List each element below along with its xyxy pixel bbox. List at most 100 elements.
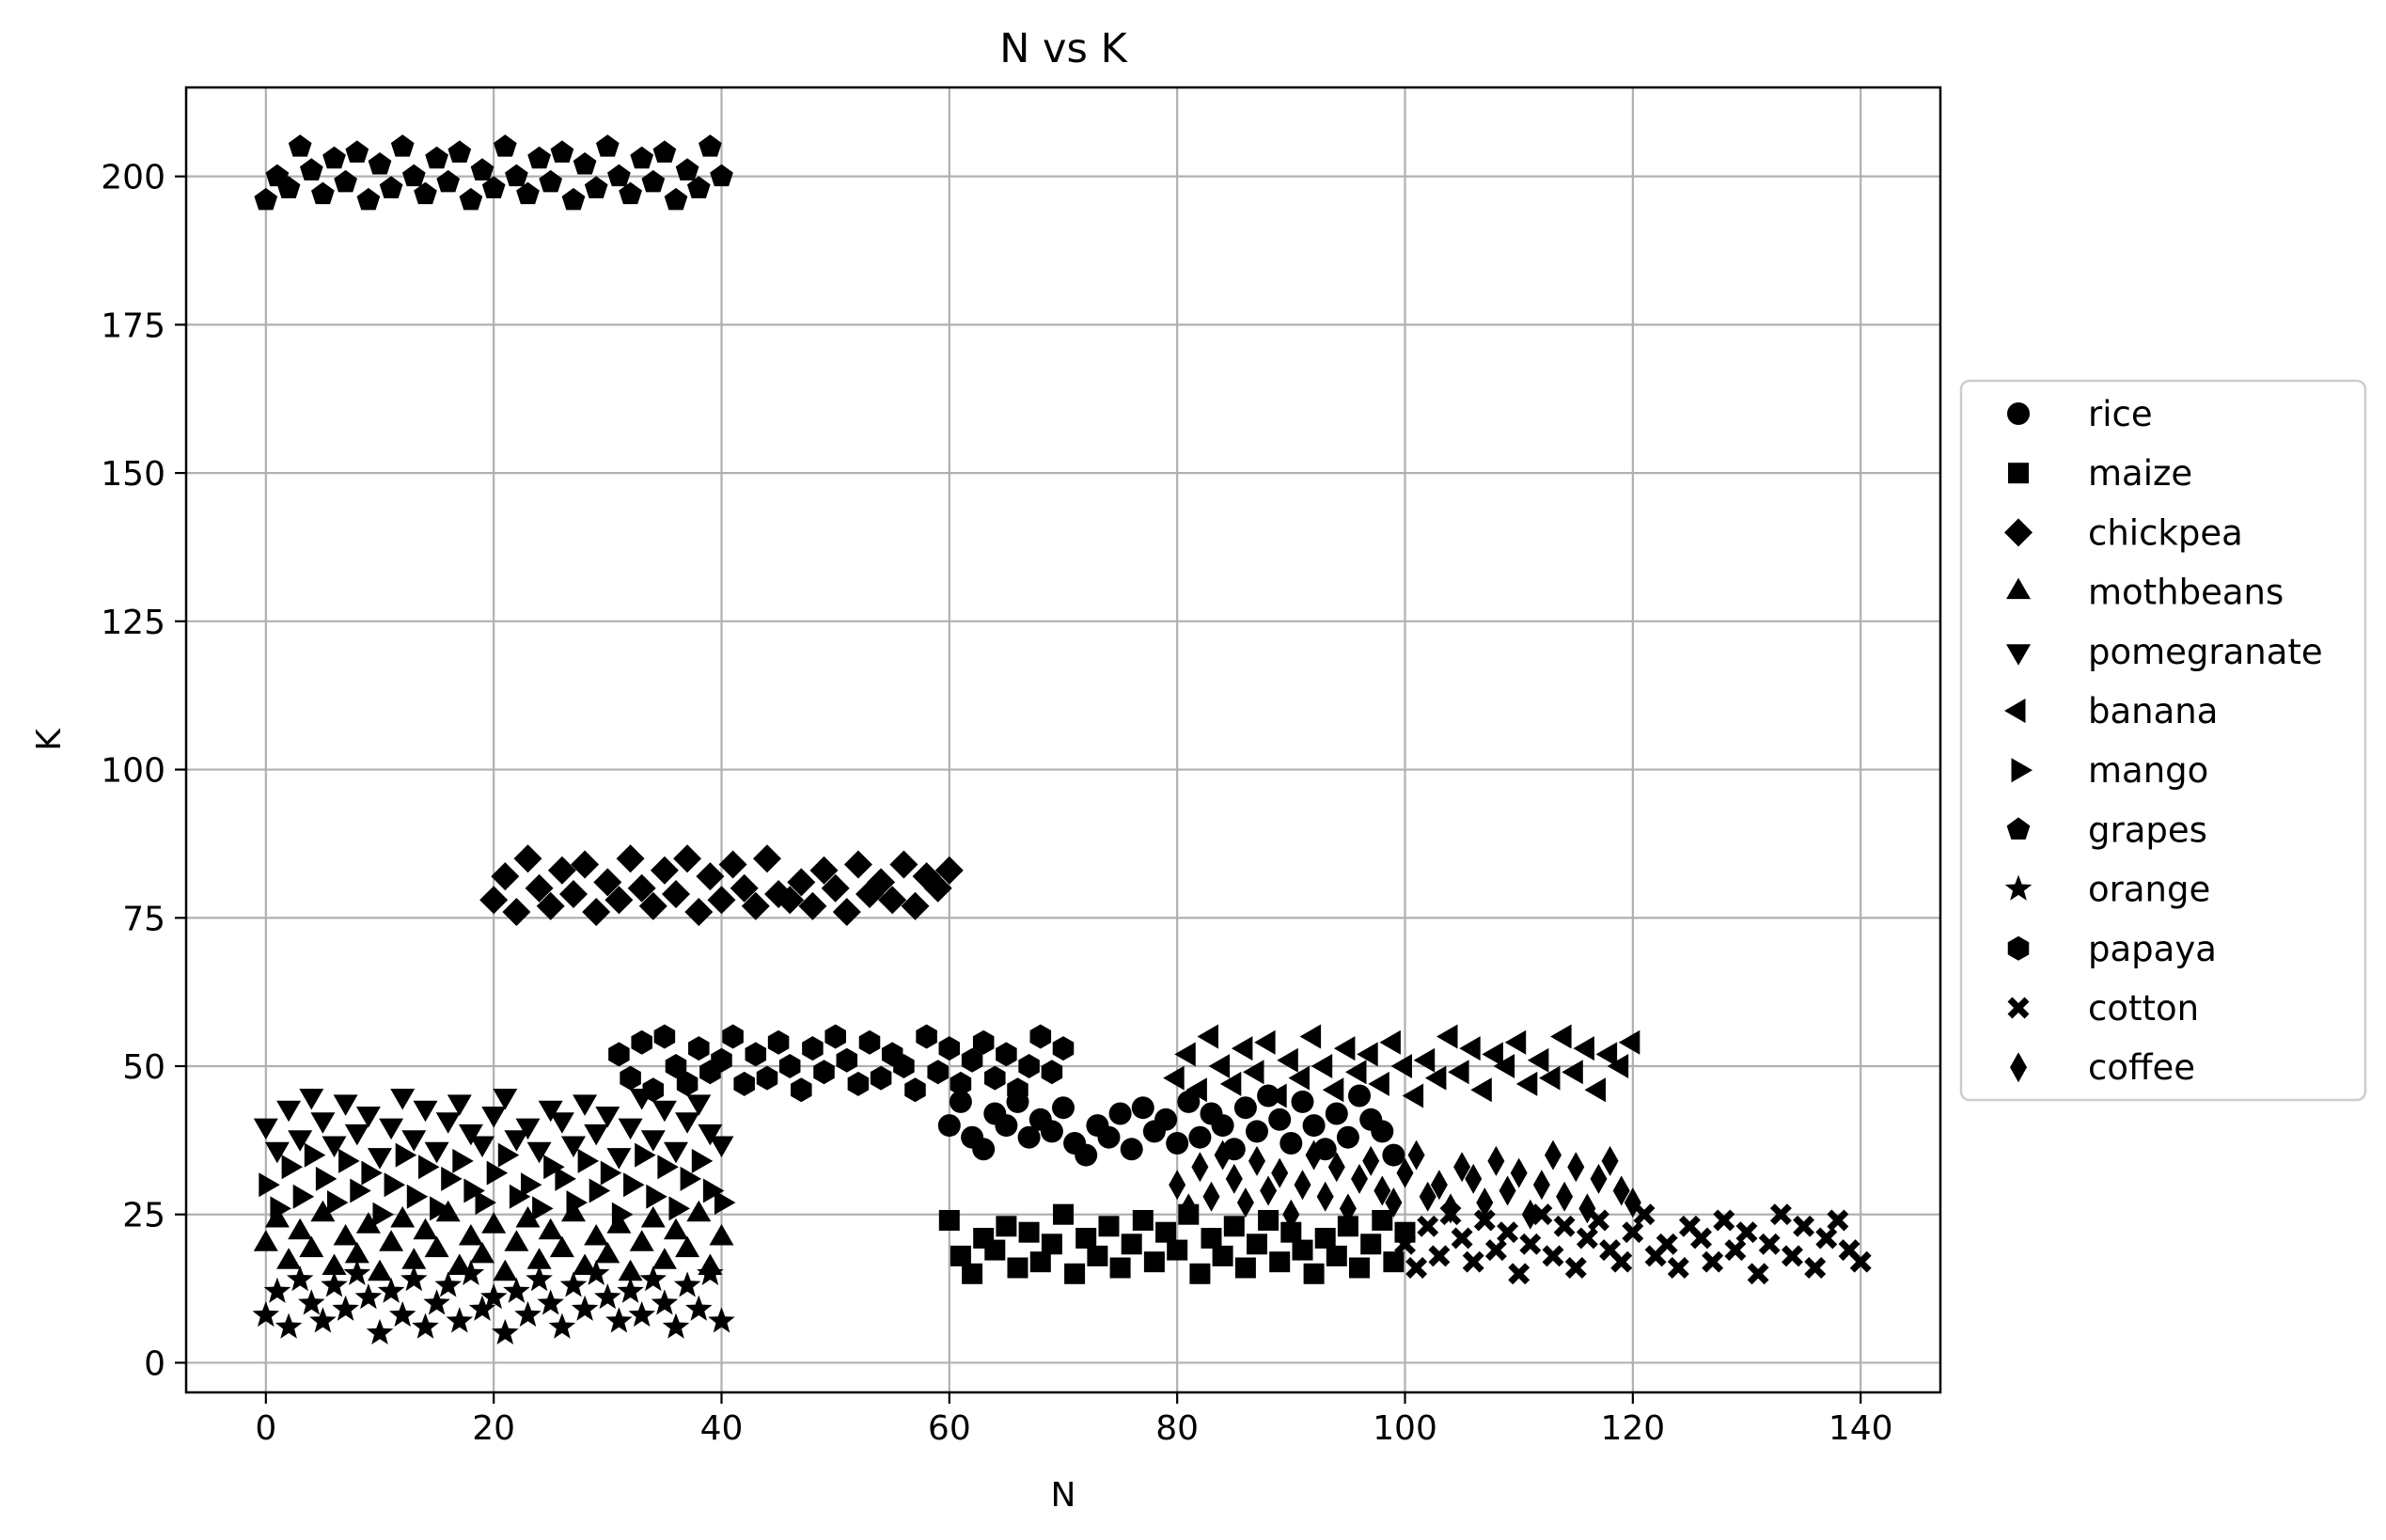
data-point-chickpea: [798, 891, 827, 920]
data-point-orange: [423, 1289, 450, 1315]
data-point-coffee: [1214, 1139, 1232, 1171]
data-point-pomegranate: [538, 1100, 563, 1123]
y-tick-label: 150: [101, 455, 165, 494]
data-point-mango: [497, 1142, 520, 1168]
data-point-banana: [1459, 1036, 1481, 1061]
y-tick-label: 100: [101, 752, 165, 791]
data-point-mothbeans: [458, 1224, 483, 1246]
data-point-grapes: [664, 187, 688, 211]
legend-marker-mango: [2011, 758, 2033, 783]
series-mothbeans: [253, 1200, 734, 1281]
data-point-mango: [406, 1184, 429, 1209]
data-point-papaya: [813, 1060, 835, 1085]
data-point-pomegranate: [299, 1089, 324, 1110]
data-point-grapes: [299, 158, 323, 181]
data-point-pomegranate: [288, 1130, 313, 1152]
data-point-coffee: [1442, 1193, 1459, 1224]
legend-marker-mothbeans: [2006, 577, 2031, 600]
data-point-grapes: [699, 134, 722, 157]
data-point-orange: [412, 1312, 439, 1339]
data-point-banana: [1482, 1042, 1503, 1067]
data-point-papaya: [778, 1054, 801, 1078]
data-point-cotton: [1735, 1221, 1758, 1244]
data-point-cotton: [1405, 1257, 1428, 1279]
data-point-mothbeans: [344, 1241, 369, 1264]
data-point-grapes: [573, 152, 597, 175]
data-point-pomegranate: [549, 1112, 574, 1134]
data-point-pomegranate: [651, 1100, 677, 1123]
data-point-maize: [1007, 1257, 1028, 1279]
data-point-papaya: [711, 1047, 732, 1073]
data-point-chickpea: [616, 844, 645, 873]
data-point-banana: [1208, 1054, 1231, 1078]
data-point-grapes: [459, 187, 483, 211]
data-point-banana: [1436, 1024, 1458, 1049]
data-point-cotton: [1451, 1227, 1473, 1249]
data-point-chickpea: [638, 891, 667, 920]
data-point-coffee: [1362, 1145, 1380, 1176]
data-point-coffee: [1316, 1181, 1334, 1212]
data-point-orange: [503, 1277, 530, 1303]
legend-item-mothbeans: mothbeans: [2006, 573, 2284, 613]
data-point-cotton: [1690, 1227, 1712, 1249]
data-point-rice: [1268, 1108, 1292, 1131]
data-point-coffee: [1191, 1152, 1209, 1183]
data-point-pomegranate: [561, 1136, 586, 1157]
data-point-chickpea: [901, 891, 930, 920]
data-point-coffee: [1532, 1170, 1550, 1201]
data-point-grapes: [356, 187, 381, 211]
legend-label-maize: maize: [2088, 453, 2192, 494]
data-point-orange: [343, 1259, 371, 1285]
data-point-mango: [623, 1172, 645, 1198]
data-point-rice: [972, 1138, 996, 1161]
data-point-rice: [1108, 1102, 1132, 1125]
data-point-cotton: [1849, 1250, 1872, 1273]
data-point-coffee: [1556, 1181, 1574, 1212]
legend-item-rice: rice: [2007, 394, 2153, 434]
data-point-papaya: [836, 1047, 858, 1073]
data-point-chickpea: [559, 880, 588, 908]
data-point-coffee: [1248, 1145, 1265, 1176]
data-point-orange: [377, 1277, 405, 1303]
legend-label-mothbeans: mothbeans: [2088, 573, 2284, 613]
data-point-coffee: [1225, 1163, 1243, 1194]
data-point-mango: [657, 1155, 679, 1180]
data-point-maize: [1292, 1239, 1313, 1261]
data-point-chickpea: [547, 856, 576, 885]
data-point-mothbeans: [675, 1235, 700, 1258]
data-point-orange: [492, 1318, 519, 1345]
data-point-mothbeans: [686, 1200, 712, 1222]
series-grapes: [254, 134, 733, 211]
data-point-papaya: [688, 1036, 710, 1061]
data-point-banana: [1368, 1071, 1389, 1096]
data-point-orange: [275, 1312, 303, 1339]
data-point-orange: [457, 1259, 485, 1285]
data-point-mothbeans: [664, 1218, 688, 1240]
data-point-mango: [589, 1178, 611, 1203]
data-point-cotton: [1519, 1233, 1542, 1255]
data-point-maize: [1098, 1216, 1120, 1237]
data-point-pomegranate: [310, 1112, 336, 1134]
data-point-orange: [526, 1265, 553, 1292]
data-point-mango: [395, 1142, 417, 1168]
data-points: [252, 134, 1872, 1345]
data-point-rice: [1211, 1114, 1234, 1138]
data-point-grapes: [401, 164, 426, 187]
legend-item-cotton: cotton: [2007, 988, 2199, 1029]
data-point-cotton: [1462, 1250, 1484, 1273]
data-point-coffee: [1465, 1163, 1483, 1194]
data-point-rice: [1131, 1096, 1154, 1120]
data-point-mango: [338, 1148, 360, 1173]
data-point-orange: [434, 1271, 462, 1297]
plot-frame: [184, 86, 1942, 1394]
data-point-coffee: [1374, 1175, 1391, 1206]
data-point-pomegranate: [424, 1141, 449, 1164]
data-point-mango: [611, 1202, 634, 1227]
data-point-chickpea: [604, 886, 634, 915]
data-point-chickpea: [832, 898, 861, 926]
data-point-banana: [1174, 1042, 1196, 1067]
data-point-rice: [1233, 1096, 1257, 1120]
data-point-pomegranate: [606, 1148, 632, 1170]
data-point-papaya: [1007, 1077, 1028, 1103]
